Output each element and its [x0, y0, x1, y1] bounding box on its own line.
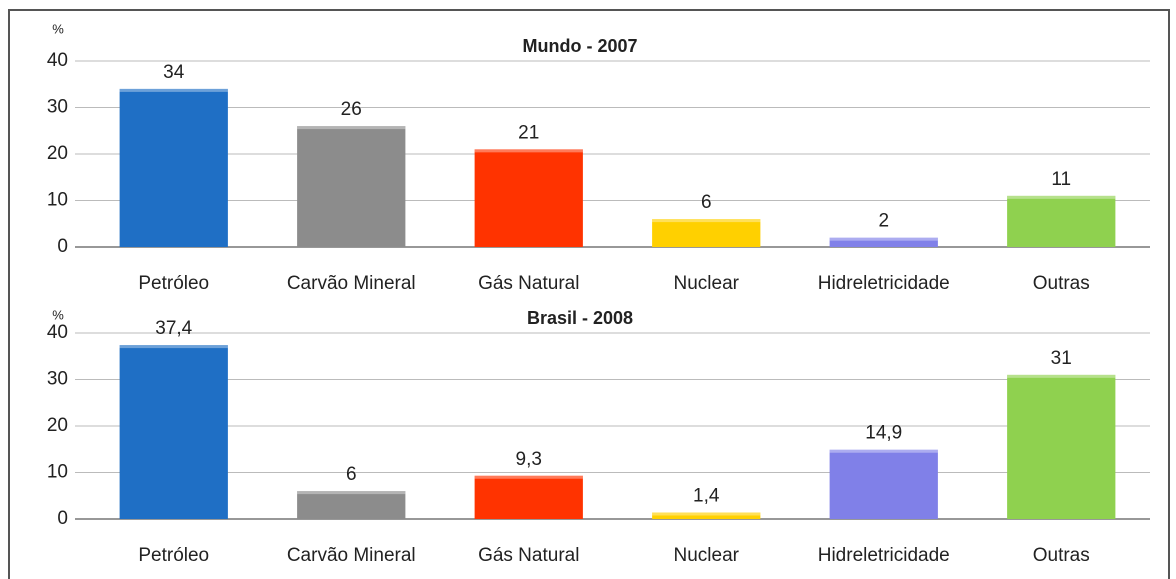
bar-highlight — [829, 449, 938, 453]
y-axis-label: % — [52, 21, 64, 36]
x-tick-label: Hidreletricidade — [818, 273, 950, 294]
bar — [474, 149, 583, 247]
bar — [474, 475, 583, 519]
bar-highlight — [297, 491, 406, 495]
x-tick-label: Carvão Mineral — [287, 545, 416, 566]
x-tick-label: Nuclear — [674, 545, 740, 566]
y-tick-label: 10 — [47, 462, 68, 483]
data-label: 6 — [701, 192, 712, 213]
chart-title: Brasil - 2008 — [527, 308, 633, 328]
data-label: 31 — [1051, 348, 1072, 369]
chart-title: Mundo - 2007 — [522, 36, 637, 56]
bar-highlight — [297, 126, 406, 130]
data-label: 6 — [346, 464, 357, 485]
bar — [297, 491, 406, 519]
bar — [829, 237, 938, 247]
bar — [652, 219, 761, 247]
bar-highlight — [119, 88, 228, 92]
y-tick-label: 20 — [47, 143, 68, 164]
y-tick-label: 0 — [57, 508, 68, 529]
x-tick-label: Hidreletricidade — [818, 545, 950, 566]
bar-highlight — [1007, 374, 1116, 378]
y-tick-label: 30 — [47, 97, 68, 118]
y-axis-label: % — [52, 307, 64, 322]
data-label: 14,9 — [865, 423, 902, 444]
x-tick-label: Carvão Mineral — [287, 273, 416, 294]
y-tick-label: 0 — [57, 236, 68, 257]
bar — [1007, 374, 1116, 519]
y-tick-label: 30 — [47, 369, 68, 390]
data-label: 26 — [341, 99, 362, 120]
data-label: 11 — [1051, 169, 1071, 190]
data-label: 37,4 — [155, 318, 192, 339]
bar — [1007, 195, 1116, 247]
y-tick-label: 40 — [47, 50, 68, 71]
data-label: 21 — [518, 122, 539, 143]
bar-highlight — [652, 219, 761, 223]
bar — [119, 88, 228, 248]
bar-highlight — [1007, 195, 1116, 199]
y-tick-label: 20 — [47, 415, 68, 436]
frame — [8, 9, 1170, 579]
bar — [652, 512, 761, 519]
y-tick-label: 10 — [47, 190, 68, 211]
x-tick-label: Gás Natural — [478, 273, 579, 294]
bar — [119, 345, 228, 519]
x-tick-label: Gás Natural — [478, 545, 579, 566]
data-label: 1,4 — [693, 486, 720, 507]
bar — [829, 449, 938, 519]
bar-highlight — [829, 237, 938, 241]
x-tick-label: Outras — [1033, 273, 1090, 294]
bar-highlight — [652, 512, 761, 516]
bar-highlight — [474, 149, 583, 153]
data-label: 9,3 — [516, 449, 542, 470]
x-tick-label: Petróleo — [138, 545, 209, 566]
bar-highlight — [119, 345, 228, 349]
data-label: 2 — [878, 211, 889, 232]
x-tick-label: Petróleo — [138, 273, 209, 294]
bar — [297, 126, 406, 247]
data-label: 34 — [163, 62, 185, 83]
x-tick-label: Outras — [1033, 545, 1090, 566]
bar-highlight — [474, 475, 583, 479]
x-tick-label: Nuclear — [674, 273, 740, 294]
y-tick-label: 40 — [47, 322, 68, 343]
